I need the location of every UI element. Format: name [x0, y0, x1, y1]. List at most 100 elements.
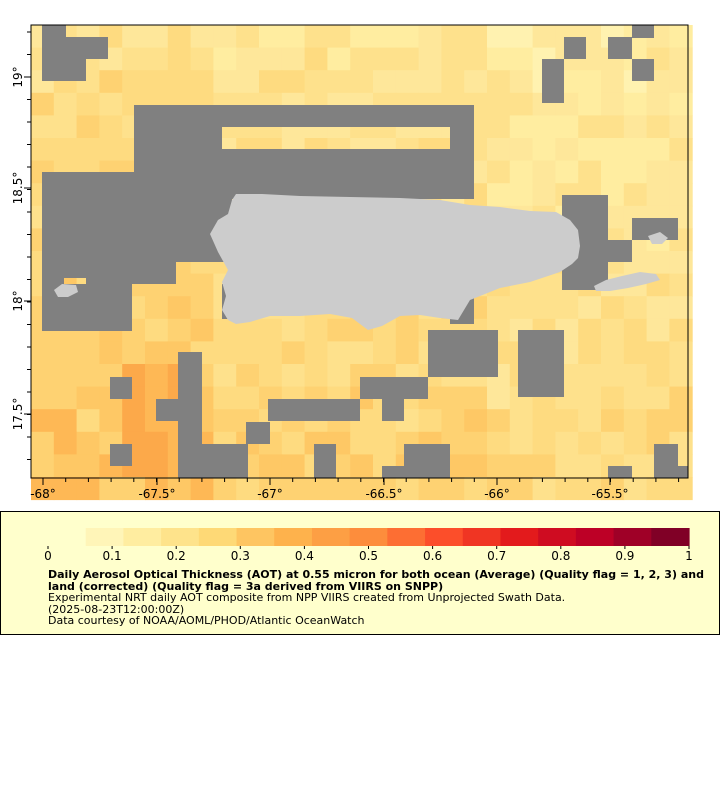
aot-cell: [281, 364, 306, 388]
colorbar-swatch: [349, 528, 388, 546]
aot-cell: [646, 115, 670, 139]
aot-cell: [555, 115, 579, 139]
legend-line-2: (2025-08-23T12:00:00Z): [48, 602, 185, 616]
lon-tick-label: -65.5°: [591, 487, 628, 501]
aot-cell: [669, 251, 693, 275]
aot-cell: [373, 47, 397, 71]
colorbar-swatch: [425, 528, 464, 546]
aot-cell: [76, 364, 100, 388]
aot-cell: [509, 296, 534, 320]
no-data-cell: [42, 25, 66, 38]
aot-cell: [487, 386, 511, 410]
aot-cell: [646, 318, 670, 342]
aot-cell: [304, 318, 328, 342]
no-data-cell: [110, 377, 132, 399]
aot-cell: [99, 341, 123, 365]
aot-cell: [601, 70, 625, 94]
aot-cell: [281, 25, 306, 49]
aot-cell: [99, 477, 123, 501]
no-data-cell: [608, 240, 632, 262]
no-data-cell: [360, 377, 428, 399]
no-data-cell: [632, 59, 654, 81]
aot-cell: [122, 409, 146, 433]
aot-cell: [623, 431, 648, 455]
aot-cell: [487, 454, 511, 478]
aot-cell: [601, 160, 625, 184]
aot-cell: [236, 47, 260, 71]
aot-cell: [213, 477, 237, 501]
aot-cell: [623, 364, 648, 388]
no-data-cell: [268, 399, 360, 421]
legend-line-1: Experimental NRT daily AOT composite fro…: [48, 591, 566, 604]
colorbar-label: 0.4: [295, 549, 314, 563]
aot-cell: [99, 138, 123, 162]
aot-cell: [99, 70, 123, 94]
aot-cell: [578, 341, 602, 365]
aot-cell: [213, 318, 237, 342]
aot-cell: [578, 431, 602, 455]
aot-cell: [304, 25, 328, 49]
aot-cell: [623, 296, 648, 320]
aot-cell: [281, 431, 306, 455]
aot-cell: [601, 477, 625, 501]
aot-cell: [441, 386, 465, 410]
aot-cell: [259, 318, 283, 342]
aot-cell: [31, 341, 55, 365]
aot-cell: [395, 341, 420, 365]
no-data-cell: [654, 466, 688, 478]
culebra-island: [648, 232, 668, 244]
aot-cell: [167, 47, 192, 71]
no-data-cell: [632, 218, 678, 240]
aot-cell: [487, 138, 511, 162]
aot-cell: [99, 115, 123, 139]
aot-cell: [555, 160, 579, 184]
lon-tick-label: -67°: [257, 487, 283, 501]
aot-cell: [281, 318, 306, 342]
aot-cell: [623, 318, 648, 342]
colorbar-label: 0.5: [359, 549, 378, 563]
aot-cell: [53, 386, 78, 410]
aot-cell: [350, 47, 374, 71]
aot-cell: [53, 92, 78, 116]
aot-cell: [145, 25, 169, 49]
aot-cell: [259, 364, 283, 388]
aot-map: -68° -67.5° -67° -66.5° -66° -65.5° 19°18.5°1…: [11, 24, 693, 501]
aot-cell: [167, 25, 192, 49]
aot-cell: [601, 318, 625, 342]
colorbar-swatch: [311, 528, 351, 546]
aot-cell: [601, 431, 625, 455]
aot-cell: [464, 47, 488, 71]
no-data-cell: [608, 37, 632, 59]
aot-cell: [509, 160, 534, 184]
no-data-cell: [608, 466, 632, 478]
aot-cell: [578, 477, 602, 501]
aot-cell: [578, 454, 602, 478]
aot-cell: [190, 25, 214, 49]
aot-cell: [669, 47, 693, 71]
aot-cell: [418, 25, 442, 49]
aot-cell: [31, 454, 55, 478]
no-data-cell: [564, 37, 586, 59]
aot-cell: [441, 70, 465, 94]
aot-cell: [76, 341, 100, 365]
aot-cell: [259, 25, 283, 49]
no-data-cell: [42, 37, 108, 59]
aot-cell: [669, 160, 693, 184]
colorbar-swatch: [123, 528, 162, 546]
aot-cell: [31, 409, 55, 433]
aot-cell: [578, 296, 602, 320]
legend-line-3: Data courtesy of NOAA/AOML/PHOD/Atlantic…: [48, 614, 365, 627]
puerto-rico-land: [210, 194, 580, 330]
no-data-cell: [632, 25, 654, 38]
aot-cell: [669, 183, 693, 207]
aot-cell: [555, 138, 579, 162]
aot-cell: [327, 70, 351, 94]
aot-cell: [646, 138, 670, 162]
aot-cell: [509, 115, 534, 139]
aot-cell: [259, 454, 283, 478]
no-data-cell: [246, 422, 270, 444]
aot-cell: [122, 341, 146, 365]
aot-cell: [259, 70, 283, 94]
aot-cell: [236, 364, 260, 388]
aot-cell: [327, 25, 351, 49]
